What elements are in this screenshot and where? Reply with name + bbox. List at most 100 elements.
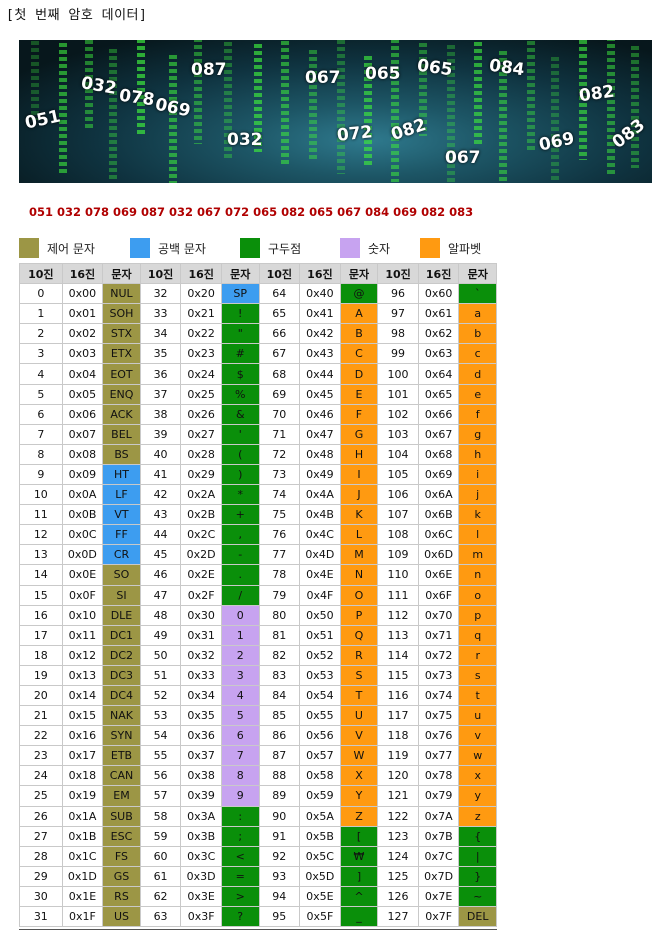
char-cell-alpha: m xyxy=(458,544,497,566)
hex-cell: 0x42 xyxy=(299,323,341,345)
table-row: 25 0x19 EM 57 0x39 9 89 0x59 Y 121 0x79 y xyxy=(19,785,497,807)
char-cell-alpha: B xyxy=(339,323,379,345)
decimal-cell: 105 xyxy=(377,463,419,486)
char-cell-alpha: k xyxy=(458,504,497,526)
hex-cell: 0x79 xyxy=(417,785,460,807)
matrix-rain-column xyxy=(309,50,317,160)
matrix-rain-column xyxy=(551,57,559,183)
char-cell-digit: 4 xyxy=(220,684,260,707)
table-row: 8 0x08 BS 40 0x28(72 0x48 H 104 0x68 h xyxy=(19,443,497,465)
decimal-cell: 77 xyxy=(258,544,301,566)
char-cell-alpha: C xyxy=(339,343,379,365)
char-cell-alpha: M xyxy=(339,544,379,566)
char-cell-alpha: Q xyxy=(339,624,379,646)
char-cell-alpha: a xyxy=(458,303,497,325)
hex-cell: 0x06 xyxy=(61,403,104,425)
hex-cell: 0x49 xyxy=(299,463,341,486)
hex-cell: 0x03 xyxy=(61,343,104,365)
hex-cell: 0x11 xyxy=(61,624,104,646)
hex-cell: 0x23 xyxy=(180,343,222,365)
hex-cell: 0x40 xyxy=(299,283,341,305)
decimal-cell: 98 xyxy=(377,323,419,345)
char-cell-punct: + xyxy=(220,504,260,526)
decimal-cell: 88 xyxy=(258,765,301,787)
char-cell-punct: & xyxy=(220,403,260,425)
char-cell-alpha: W xyxy=(339,745,379,767)
decimal-cell: 20 xyxy=(19,684,63,707)
hex-cell: 0x5F xyxy=(299,905,341,928)
matrix-rain-column xyxy=(419,40,427,136)
table-row: 21 0x15 NAK 53 0x35 5 85 0x55 U 117 0x75 u xyxy=(19,705,497,727)
hex-cell: 0x2F xyxy=(180,584,222,606)
char-cell-alpha: A xyxy=(339,303,379,325)
legend-swatch xyxy=(19,238,39,258)
matrix-rain-column xyxy=(109,49,117,182)
hex-cell: 0x4D xyxy=(299,544,341,566)
hex-cell: 0x3B xyxy=(180,825,222,847)
hex-cell: 0x07 xyxy=(61,423,104,445)
hex-cell: 0x3A xyxy=(180,805,222,827)
decimal-cell: 69 xyxy=(258,383,301,405)
hex-cell: 0x56 xyxy=(299,725,341,747)
decimal-cell: 28 xyxy=(19,845,63,867)
char-cell-alpha: z xyxy=(458,805,497,827)
decimal-cell: 49 xyxy=(139,624,182,646)
decimal-cell: 106 xyxy=(377,484,419,506)
hex-cell: 0x12 xyxy=(61,644,104,666)
char-cell-ctrl: SI xyxy=(102,584,141,606)
char-cell-ws: VT xyxy=(102,504,141,526)
decimal-cell: 24 xyxy=(19,765,63,787)
char-cell-ws: LF xyxy=(102,484,141,506)
decimal-cell: 70 xyxy=(258,403,301,425)
hex-cell: 0x7C xyxy=(417,845,460,867)
hex-cell: 0x0C xyxy=(61,524,104,546)
decimal-cell: 86 xyxy=(258,725,301,747)
matrix-rain-column xyxy=(281,40,289,166)
decimal-cell: 19 xyxy=(19,664,63,686)
decimal-cell: 34 xyxy=(139,323,182,345)
legend-item: 숫자 xyxy=(340,238,390,258)
hex-cell: 0x58 xyxy=(299,765,341,787)
decimal-cell: 72 xyxy=(258,443,301,465)
char-cell-digit: 8 xyxy=(220,765,260,787)
decimal-cell: 35 xyxy=(139,343,182,365)
decimal-cell: 66 xyxy=(258,323,301,345)
decimal-cell: 67 xyxy=(258,343,301,365)
char-cell-alpha: h xyxy=(458,443,497,465)
table-row: 9 0x09 HT 41 0x29) 73 0x49 I 105 0x69 i xyxy=(19,463,497,486)
matrix-rain-column xyxy=(137,40,145,136)
char-cell-digit: 6 xyxy=(220,725,260,747)
hex-cell: 0x15 xyxy=(61,705,104,727)
char-cell-digit: 5 xyxy=(220,705,260,727)
hex-cell: 0x63 xyxy=(417,343,460,365)
char-cell-alpha: F xyxy=(339,403,379,425)
decimal-cell: 125 xyxy=(377,865,419,887)
table-row: 30 0x1E RS 62 0x3E >94 0x5E ^ 126 0x7E ~ xyxy=(19,885,497,908)
legend-label: 공백 문자 xyxy=(158,241,206,256)
char-cell-alpha: j xyxy=(458,484,497,506)
table-row: 10 0x0A LF 42 0x2A * 74 0x4A J 106 0x6A j xyxy=(19,484,497,506)
decimal-cell: 13 xyxy=(19,544,63,566)
decimal-cell: 127 xyxy=(377,905,419,928)
decimal-cell: 82 xyxy=(258,644,301,666)
decimal-cell: 95 xyxy=(258,905,301,928)
hex-cell: 0x14 xyxy=(61,684,104,707)
decimal-cell: 60 xyxy=(139,845,182,867)
hex-cell: 0x61 xyxy=(417,303,460,325)
hex-cell: 0x4E xyxy=(299,564,341,586)
hex-cell: 0x54 xyxy=(299,684,341,707)
char-cell-punct: _ xyxy=(339,905,379,928)
table-row: 4 0x04 EOT 36 0x24 $68 0x44 D 100 0x64 d xyxy=(19,363,497,385)
decimal-cell: 96 xyxy=(377,283,419,305)
ascii-table: 10진 16진 문자 10진 16진 문자 10진 16진 문자 10진 16진 문자 0 0x00 NU… xyxy=(19,262,497,928)
char-cell-ctrl: GS xyxy=(102,865,141,887)
legend-swatch xyxy=(130,238,150,258)
char-cell-alpha: Y xyxy=(339,785,379,807)
char-cell-ctrl: SUB xyxy=(102,805,141,827)
decimal-cell: 110 xyxy=(377,564,419,586)
legend-label: 구두점 xyxy=(268,241,302,256)
hex-cell: 0x45 xyxy=(299,383,341,405)
decimal-cell: 62 xyxy=(139,885,182,908)
char-cell-punct: / xyxy=(220,584,260,606)
hex-cell: 0x1A xyxy=(61,805,104,827)
